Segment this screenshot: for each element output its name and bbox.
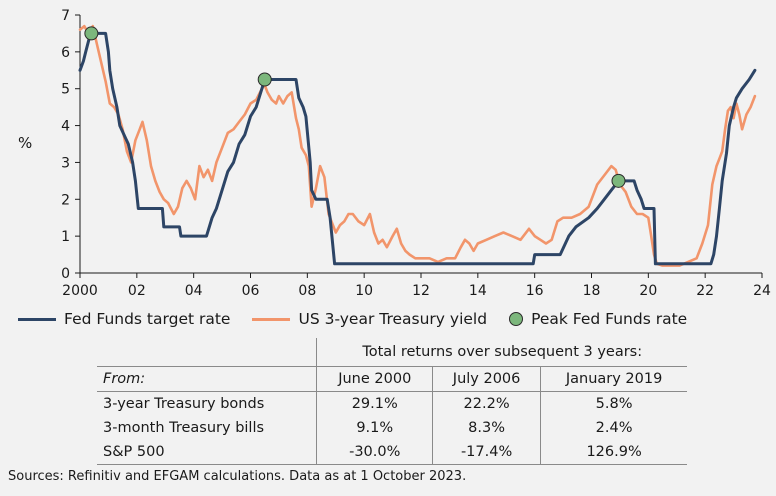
table-from-label: From:: [97, 366, 317, 392]
y-tick-label: 5: [61, 82, 70, 98]
x-tick-label: 18: [583, 283, 601, 299]
row-label: S&P 500: [97, 440, 317, 465]
x-tick-label: 10: [355, 283, 373, 299]
table-row: S&P 500 -30.0% -17.4% 126.9%: [97, 440, 687, 465]
y-tick-label: 7: [61, 8, 70, 24]
legend-swatch-treasury-yield: [252, 317, 291, 321]
legend: Fed Funds target rate US 3-year Treasury…: [18, 306, 709, 332]
y-tick-label: 1: [61, 229, 70, 245]
table-cell: -30.0%: [316, 440, 433, 465]
row-label: 3-year Treasury bonds: [103, 396, 265, 412]
table-cell: -17.4%: [432, 440, 541, 465]
column-header: July 2006: [432, 366, 541, 392]
legend-item-fed-funds: Fed Funds target rate: [18, 310, 230, 328]
legend-swatch-peak: [509, 312, 524, 326]
y-tick-label: 2: [61, 192, 70, 208]
table-header-row: From: June 2000 July 2006 January 2019: [97, 366, 687, 392]
x-tick-label: 04: [185, 283, 203, 299]
y-tick-label: 6: [61, 45, 70, 61]
series-line-fed-funds: [78, 31, 757, 266]
x-tick-label: 22: [696, 283, 714, 299]
column-header: January 2019: [540, 366, 687, 392]
table-cell: 29.1%: [316, 391, 433, 416]
table-cell: 8.3%: [432, 416, 541, 440]
table-cell: 9.1%: [316, 416, 433, 440]
legend-label: Peak Fed Funds rate: [531, 310, 688, 328]
x-tick-label: 16: [526, 283, 544, 299]
x-tick-label: 08: [298, 283, 316, 299]
peak-marker: [611, 173, 626, 188]
returns-table: Total returns over subsequent 3 years: F…: [97, 338, 687, 465]
legend-item-peak: Peak Fed Funds rate: [509, 310, 687, 328]
x-tick-label: 14: [469, 283, 487, 299]
x-tick-label: 02: [128, 283, 146, 299]
x-tick-label: 12: [412, 283, 430, 299]
table-cell: 126.9%: [540, 440, 687, 465]
table-cell: 22.2%: [432, 391, 541, 416]
x-tick-label: 2000: [62, 283, 98, 299]
y-tick-label: 4: [61, 119, 70, 135]
table-row: 3-year Treasury bonds 29.1% 22.2% 5.8%: [97, 391, 687, 416]
peak-markers: [84, 26, 626, 188]
table-title: Total returns over subsequent 3 years:: [316, 338, 687, 367]
table-cell: 2.4%: [540, 416, 687, 440]
y-tick-label: 3: [61, 155, 70, 171]
row-label: 3-month Treasury bills: [103, 420, 265, 436]
column-header: June 2000: [316, 366, 433, 392]
table-title-row: Total returns over subsequent 3 years:: [97, 338, 687, 367]
table-cell: 5.8%: [540, 391, 687, 416]
series-layer: [78, 24, 757, 267]
legend-swatch-fed-funds: [18, 317, 56, 321]
legend-label: US 3-year Treasury yield: [298, 310, 488, 328]
x-tick-label: 24: [753, 283, 771, 299]
y-axis-title: %: [18, 134, 32, 152]
y-tick-label: 0: [61, 266, 70, 282]
x-tick-label: 20: [639, 283, 657, 299]
peak-marker: [84, 26, 99, 41]
source-note: Sources: Refinitiv and EFGAM calculation…: [8, 469, 467, 484]
x-tick-label: 06: [242, 283, 260, 299]
legend-item-treasury-yield: US 3-year Treasury yield: [252, 310, 487, 328]
series-line-treasury-yield: [78, 24, 757, 267]
table-row: 3-month Treasury bills 9.1% 8.3% 2.4%: [97, 416, 687, 440]
legend-label: Fed Funds target rate: [64, 310, 231, 328]
peak-marker: [257, 72, 272, 87]
